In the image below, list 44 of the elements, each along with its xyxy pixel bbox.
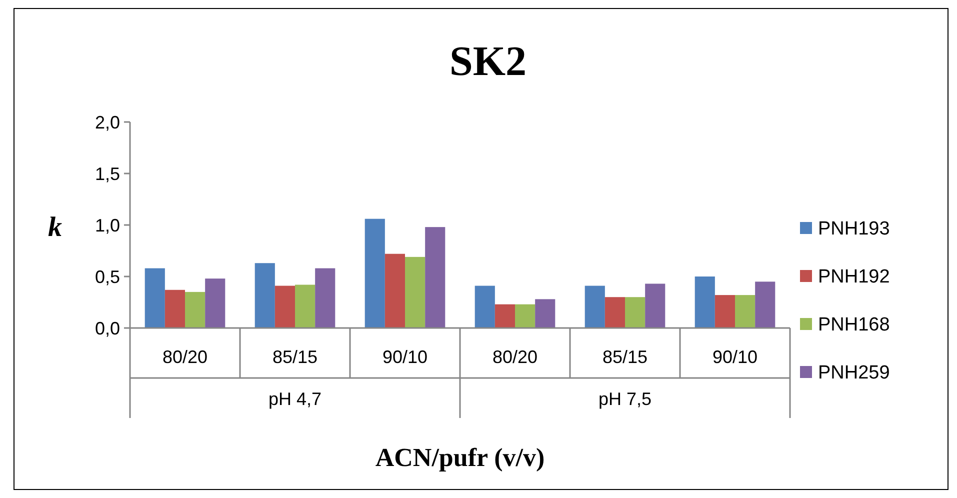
y-axis-title: k xyxy=(48,212,62,243)
y-tick-label: 2,0 xyxy=(94,112,120,132)
bar xyxy=(625,297,646,328)
bar xyxy=(474,286,495,328)
bar xyxy=(205,278,226,328)
legend-label: PNH168 xyxy=(818,314,890,336)
x-tick-label: 90/10 xyxy=(382,347,428,367)
bar xyxy=(315,268,336,328)
chart-title: SK2 xyxy=(449,39,527,85)
x-axis-title: ACN/pufr (v/v) xyxy=(375,443,545,472)
legend-label: PNH193 xyxy=(818,218,890,240)
bar xyxy=(494,304,515,328)
bar xyxy=(144,268,165,328)
bar xyxy=(164,290,185,328)
bar xyxy=(535,299,556,328)
bar xyxy=(295,284,316,328)
bar xyxy=(584,286,605,328)
legend-label: PNH259 xyxy=(818,362,890,384)
bar xyxy=(405,256,426,328)
bar xyxy=(735,295,756,328)
y-tick-label: 0,5 xyxy=(94,266,120,287)
bar xyxy=(694,276,715,328)
bar xyxy=(755,282,776,328)
y-tick-label: 1,5 xyxy=(94,164,120,184)
legend-label: PNH192 xyxy=(818,266,890,288)
bar xyxy=(645,284,666,328)
bar xyxy=(714,295,735,328)
x-tick-label: 85/15 xyxy=(272,347,318,367)
text: pH 7,5 xyxy=(598,389,652,409)
x-tick-label: 80/20 xyxy=(162,347,208,367)
bar xyxy=(515,304,536,328)
x-tick-label: 85/15 xyxy=(602,347,648,367)
x-tick-label: 80/20 xyxy=(492,347,538,367)
bar xyxy=(364,218,385,328)
text: pH 4,7 xyxy=(268,389,322,409)
bar xyxy=(384,254,405,328)
bar xyxy=(604,297,625,328)
y-tick-label: 0,0 xyxy=(94,318,120,338)
bar xyxy=(254,263,275,328)
y-tick-label: 1,0 xyxy=(94,215,120,236)
bar xyxy=(185,292,206,328)
bar xyxy=(274,286,295,328)
bar xyxy=(425,227,446,328)
x-tick-label: 90/10 xyxy=(712,347,758,367)
